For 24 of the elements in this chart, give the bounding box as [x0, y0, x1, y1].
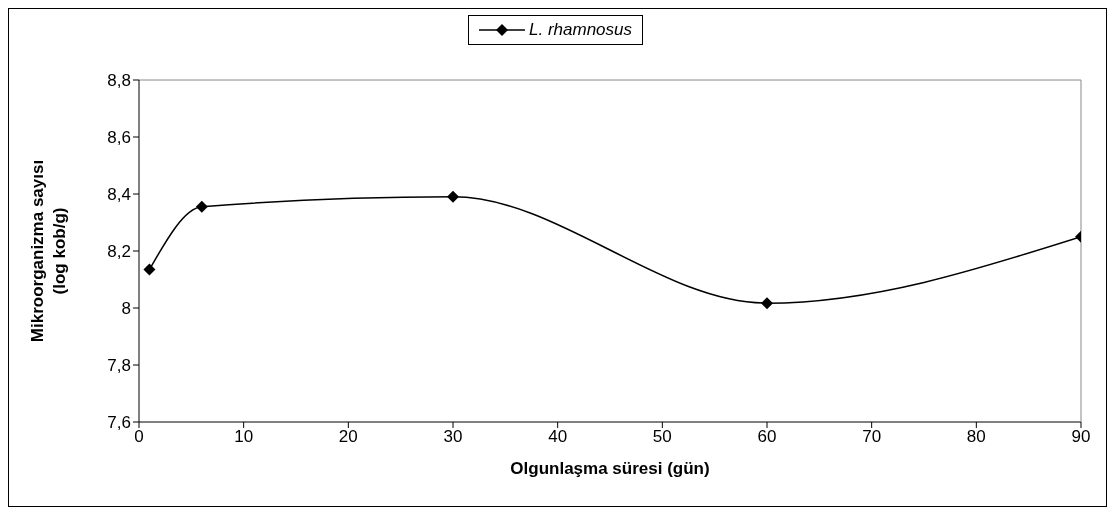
x-tick-label: 20 [338, 427, 358, 447]
y-tick-label: 8,4 [107, 185, 131, 205]
legend-label: L. rhamnosus [529, 20, 632, 40]
x-axis-title: Olgunlaşma süresi (gün) [510, 459, 710, 478]
y-tick-label: 8,2 [107, 242, 131, 262]
point [195, 200, 208, 213]
y-tick-label: 7,8 [107, 356, 131, 376]
y-tick-label: 8,6 [107, 128, 131, 148]
y-tick-label: 8 [121, 299, 131, 319]
x-tick-label: 80 [966, 427, 986, 447]
x-tick-label: 30 [443, 427, 463, 447]
x-tick-label: 90 [1071, 427, 1091, 447]
x-tick-label: 0 [134, 427, 144, 447]
x-tick-label: 60 [757, 427, 777, 447]
point [761, 297, 773, 310]
x-tick-label: 40 [548, 427, 568, 447]
x-tick-label: 70 [862, 427, 882, 447]
x-tick-label: 10 [234, 427, 254, 447]
y-tick-label: 8,8 [107, 71, 131, 91]
point [447, 190, 459, 203]
x-tick-label: 50 [652, 427, 672, 447]
y-tick-label: 7,6 [107, 413, 131, 433]
point [143, 263, 156, 276]
y-axis-title: Mikroorganizma sayısı (log kob/g) [28, 159, 69, 343]
